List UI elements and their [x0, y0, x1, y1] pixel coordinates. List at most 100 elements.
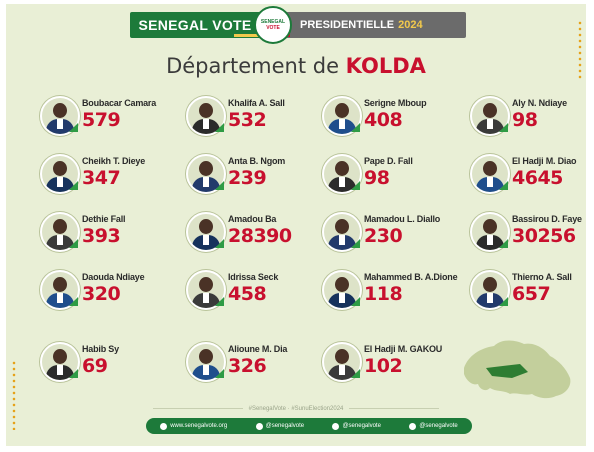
candidate-name: Idrissa Seck: [228, 272, 279, 282]
checkmark-icon: [351, 297, 360, 306]
candidate-name: Thierno A. Sall: [512, 272, 572, 282]
candidate-name: Aly N. Ndiaye: [512, 98, 567, 108]
checkmark-icon: [351, 123, 360, 132]
candidate-votes: 532: [228, 109, 267, 131]
candidate-card: Mahammed B. A.Dione 118: [322, 266, 472, 316]
hashtags-line: #SenegalVote · #SunuElection2024: [6, 406, 586, 412]
candidate-photo: [40, 342, 80, 382]
candidate-votes: 4645: [512, 167, 563, 189]
checkmark-icon: [215, 123, 224, 132]
candidate-card: Aly N. Ndiaye 98: [470, 92, 586, 142]
candidate-name: Serigne Mboup: [364, 98, 427, 108]
candidate-votes: 98: [364, 167, 390, 189]
candidate-name: Khalifa A. Sall: [228, 98, 285, 108]
footer-website[interactable]: www.senegalvote.org: [160, 422, 228, 430]
candidate-name: Boubacar Camara: [82, 98, 157, 108]
candidate-photo: [470, 270, 510, 310]
title-prefix: Département de: [166, 54, 339, 78]
candidate-card: El Hadji M. Diao 4645: [470, 150, 586, 200]
footer-website-text: www.senegalvote.org: [170, 423, 228, 429]
footer-instagram[interactable]: @senegalvote: [332, 422, 381, 430]
senegal-vote-logo: SENEGAL VOTE: [254, 6, 292, 44]
twitter-icon: [409, 422, 417, 430]
decorative-dots-top-right: [578, 20, 582, 80]
page-title: Département de KOLDA: [6, 54, 586, 78]
checkmark-icon: [351, 239, 360, 248]
candidate-votes: 320: [82, 283, 121, 305]
candidate-name: Pape D. Fall: [364, 156, 413, 166]
candidate-card: Cheikh T. Dieye 347: [40, 150, 190, 200]
candidate-name: Mahammed B. A.Dione: [364, 272, 458, 282]
candidate-votes: 393: [82, 225, 121, 247]
footer-twitter-text: @senegalvote: [419, 423, 458, 429]
candidate-name: Bassirou D. Faye: [512, 214, 582, 224]
logo-text-top: SENEGAL: [260, 19, 286, 25]
candidate-card: Thierno A. Sall 657: [470, 266, 586, 316]
footer-facebook[interactable]: @senegalvote: [255, 422, 304, 430]
footer-instagram-text: @senegalvote: [342, 423, 381, 429]
candidate-photo: [470, 154, 510, 194]
candidate-votes: 118: [364, 283, 403, 305]
candidate-name: Mamadou L. Diallo: [364, 214, 441, 224]
decorative-dots-bottom-left: [12, 360, 16, 430]
election-name: PRESIDENTIELLE: [300, 19, 395, 31]
header-banner: SENEGAL VOTE SENEGAL VOTE PRESIDENTIELLE…: [130, 6, 466, 44]
flag-green: [206, 34, 234, 37]
checkmark-icon: [499, 297, 508, 306]
logo-text-bottom: VOTE: [266, 25, 280, 31]
checkmark-icon: [69, 369, 78, 378]
brand-label: SENEGAL VOTE: [130, 12, 260, 38]
checkmark-icon: [499, 123, 508, 132]
checkmark-icon: [69, 239, 78, 248]
checkmark-icon: [351, 369, 360, 378]
checkmark-icon: [215, 181, 224, 190]
candidate-card: Mamadou L. Diallo 230: [322, 208, 472, 258]
candidate-votes: 102: [364, 355, 403, 377]
candidate-votes: 579: [82, 109, 121, 131]
candidate-photo: [186, 342, 226, 382]
social-footer: www.senegalvote.org @senegalvote @senega…: [146, 418, 472, 434]
candidate-name: Amadou Ba: [228, 214, 277, 224]
candidate-name: El Hadji M. GAKOU: [364, 344, 443, 354]
candidate-votes: 458: [228, 283, 267, 305]
results-poster: SENEGAL VOTE SENEGAL VOTE PRESIDENTIELLE…: [6, 4, 586, 446]
candidate-photo: [40, 96, 80, 136]
checkmark-icon: [69, 181, 78, 190]
facebook-icon: [255, 422, 263, 430]
candidate-name: Habib Sy: [82, 344, 119, 354]
candidate-card: Habib Sy 69: [40, 338, 190, 388]
candidate-votes: 347: [82, 167, 121, 189]
candidate-card: Boubacar Camara 579: [40, 92, 190, 142]
checkmark-icon: [215, 369, 224, 378]
candidate-votes: 28390: [228, 225, 292, 247]
election-year: 2024: [398, 19, 423, 31]
candidate-votes: 230: [364, 225, 403, 247]
instagram-icon: [332, 422, 340, 430]
candidate-card: Idrissa Seck 458: [186, 266, 336, 316]
candidate-name: Alioune M. Dia: [228, 344, 288, 354]
candidate-name: Cheikh T. Dieye: [82, 156, 146, 166]
candidate-card: Khalifa A. Sall 532: [186, 92, 336, 142]
candidate-card: Daouda Ndiaye 320: [40, 266, 190, 316]
candidate-card: Serigne Mboup 408: [322, 92, 472, 142]
election-label: PRESIDENTIELLE 2024: [286, 12, 466, 38]
checkmark-icon: [499, 181, 508, 190]
candidate-votes: 98: [512, 109, 538, 131]
candidate-card: El Hadji M. GAKOU 102: [322, 338, 472, 388]
candidate-name: Anta B. Ngom: [228, 156, 286, 166]
checkmark-icon: [69, 123, 78, 132]
candidate-photo: [322, 96, 362, 136]
checkmark-icon: [215, 239, 224, 248]
candidate-card: Alioune M. Dia 326: [186, 338, 336, 388]
footer-twitter[interactable]: @senegalvote: [409, 422, 458, 430]
candidate-votes: 69: [82, 355, 108, 377]
candidate-card: Dethie Fall 393: [40, 208, 190, 258]
candidate-votes: 239: [228, 167, 267, 189]
candidate-name: Daouda Ndiaye: [82, 272, 145, 282]
candidate-votes: 30256: [512, 225, 576, 247]
candidate-votes: 408: [364, 109, 403, 131]
senegal-map-icon: [464, 340, 571, 399]
checkmark-icon: [215, 297, 224, 306]
candidate-name: El Hadji M. Diao: [512, 156, 577, 166]
checkmark-icon: [499, 239, 508, 248]
